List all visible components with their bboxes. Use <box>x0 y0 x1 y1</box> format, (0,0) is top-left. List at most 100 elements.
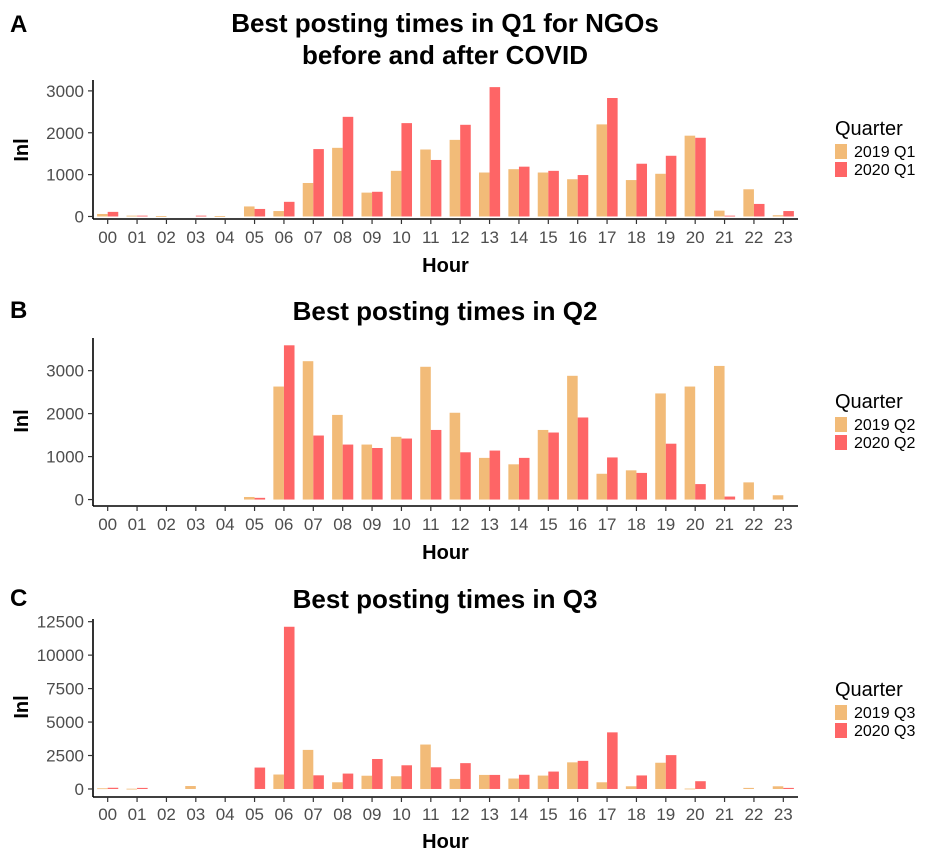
y-tick-label: 2500 <box>46 747 84 766</box>
bar <box>548 170 559 217</box>
bar <box>625 786 637 789</box>
x-axis-label: Hour <box>422 255 469 277</box>
x-tick-label: 19 <box>656 805 675 824</box>
y-tick-label: 0 <box>75 207 84 226</box>
bar <box>126 215 138 217</box>
y-tick-label: 7500 <box>46 680 84 699</box>
x-tick-label: 17 <box>598 228 617 247</box>
panel-letter: A <box>10 11 27 38</box>
y-tick-label: 12500 <box>37 613 84 632</box>
chart-title: before and after COVID <box>302 40 588 70</box>
bar <box>401 123 413 217</box>
x-axis-label: Hour <box>422 831 469 853</box>
bar <box>254 767 266 789</box>
y-tick-label: 1000 <box>46 166 84 185</box>
x-tick-label: 02 <box>157 515 176 534</box>
bar <box>283 626 295 789</box>
bar <box>460 124 471 217</box>
bar <box>607 732 618 789</box>
bar <box>537 172 549 217</box>
bar <box>713 210 725 217</box>
series-2020-q3 <box>107 626 794 789</box>
x-tick-label: 14 <box>509 805 528 824</box>
bar <box>625 180 637 217</box>
bar <box>137 787 148 789</box>
bar <box>283 201 295 217</box>
x-tick-label: 17 <box>598 515 617 534</box>
bar <box>567 762 578 789</box>
legend-title: Quarter <box>835 679 903 701</box>
bar <box>518 774 530 789</box>
legend-label: 2020 Q2 <box>854 435 915 452</box>
bar <box>342 773 354 789</box>
bar <box>548 432 559 500</box>
x-tick-label: 20 <box>686 805 705 824</box>
bar <box>342 116 354 217</box>
bar <box>636 472 648 500</box>
series-2019-q1 <box>97 124 784 217</box>
bar <box>273 211 284 217</box>
x-tick-label: 07 <box>304 805 323 824</box>
x-tick-label: 14 <box>509 515 528 534</box>
x-tick-label: 06 <box>274 805 293 824</box>
x-tick-label: 21 <box>715 228 734 247</box>
bar <box>332 147 343 217</box>
bar <box>430 429 442 500</box>
bar <box>97 213 108 217</box>
bar <box>401 438 413 500</box>
panel-letter: C <box>10 585 27 612</box>
bar <box>636 775 648 789</box>
bar <box>372 191 383 217</box>
x-tick-label: 06 <box>274 515 293 534</box>
x-tick-label: 22 <box>744 515 763 534</box>
panel-letter: B <box>10 297 27 324</box>
x-tick-label: 05 <box>245 515 264 534</box>
x-tick-label: 04 <box>216 228 235 247</box>
x-tick-label: 11 <box>422 515 440 534</box>
bar <box>283 345 295 500</box>
bar <box>518 457 530 500</box>
x-tick-label: 23 <box>774 228 793 247</box>
bar <box>254 497 266 500</box>
bar <box>460 763 471 789</box>
x-tick-label: 10 <box>392 228 411 247</box>
bar <box>332 414 343 500</box>
bar <box>449 778 461 789</box>
bar <box>772 786 784 789</box>
x-tick-label: 02 <box>157 805 176 824</box>
bar <box>489 450 501 500</box>
x-tick-label: 23 <box>774 805 793 824</box>
bar <box>97 788 108 790</box>
bar <box>302 182 314 217</box>
y-tick-label: 3000 <box>46 82 84 101</box>
x-tick-label: 01 <box>128 228 147 247</box>
x-tick-label: 05 <box>245 228 264 247</box>
bar <box>695 781 706 789</box>
bar <box>508 169 519 217</box>
bar <box>478 457 490 500</box>
x-tick-label: 03 <box>186 805 205 824</box>
bar <box>361 775 373 789</box>
bar <box>390 170 402 217</box>
x-tick-label: 19 <box>656 515 675 534</box>
bar <box>302 361 314 500</box>
bar <box>724 215 736 217</box>
panel-A: A Best posting times in Q1 for NGOsbefore… <box>10 8 915 277</box>
bar <box>185 786 196 789</box>
series-2020-q2 <box>254 345 736 500</box>
x-tick-label: 00 <box>98 228 117 247</box>
bar <box>655 393 666 500</box>
bar <box>665 755 677 789</box>
legend-label: 2019 Q3 <box>854 705 915 722</box>
x-tick-label: 11 <box>422 805 440 824</box>
legend-swatch <box>835 705 847 720</box>
bar <box>107 211 119 217</box>
bar <box>636 163 648 217</box>
x-tick-label: 01 <box>128 515 147 534</box>
legend-label: 2020 Q3 <box>854 723 915 740</box>
bar <box>273 386 284 500</box>
x-tick-label: 02 <box>157 228 176 247</box>
